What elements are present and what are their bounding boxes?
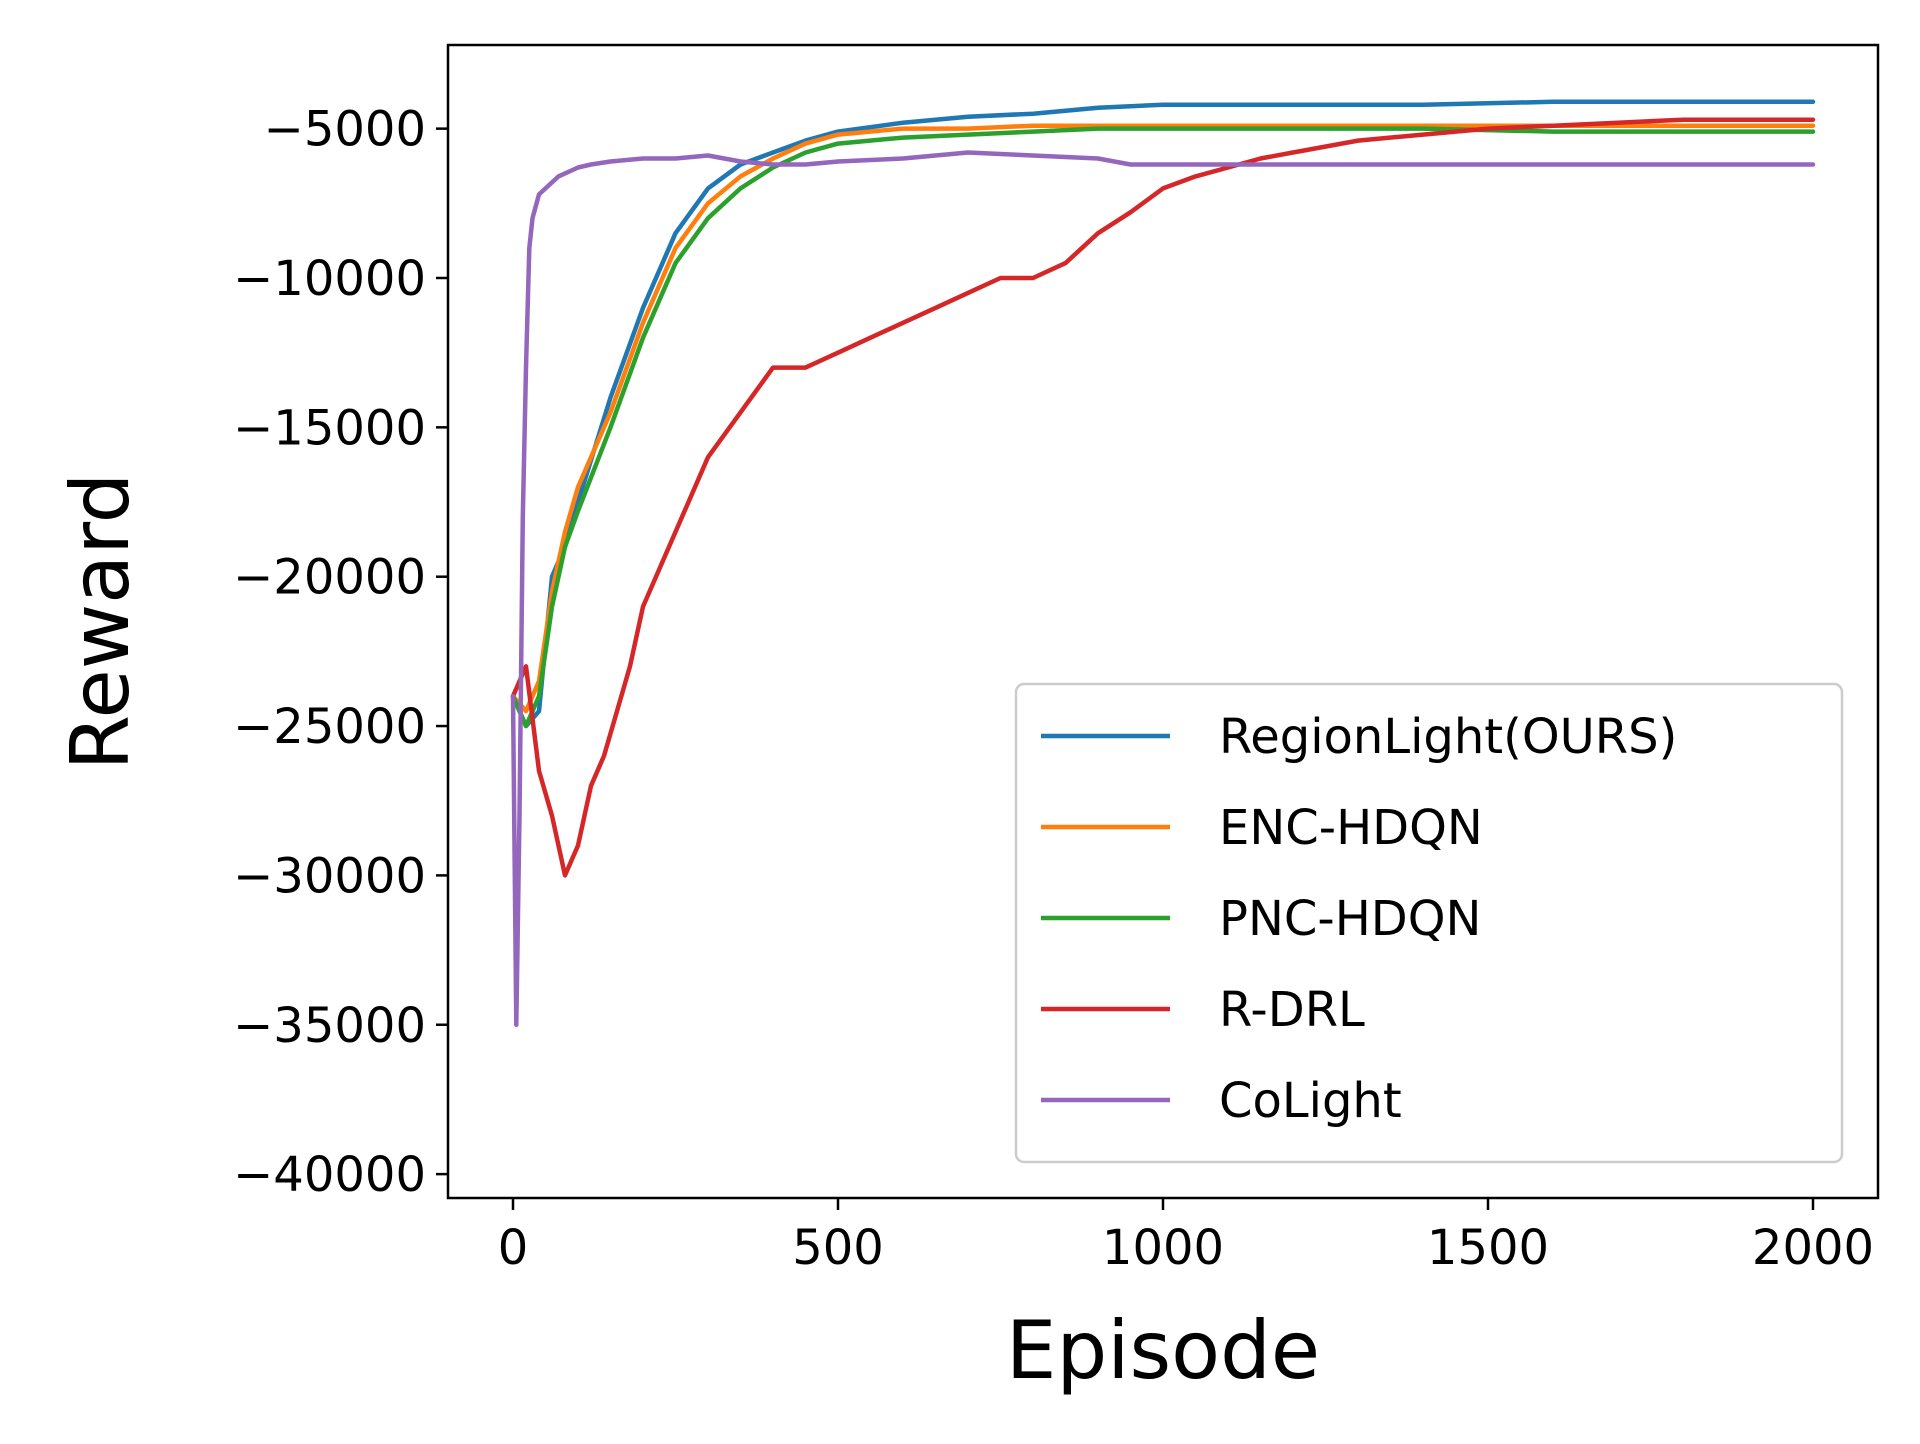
y-axis: −40000 −35000 −30000 −25000 −20000 −15000 −100… (233, 102, 448, 1203)
series-line-2 (510, 126, 1816, 729)
legend-label-0: RegionLight(OURS) (1219, 709, 1677, 765)
y-tick-label: −10000 (233, 251, 426, 307)
x-axis-label: Episode (1006, 1304, 1320, 1397)
y-tick-label: −25000 (233, 699, 426, 755)
y-tick-label: −5000 (264, 102, 426, 158)
y-tick-label: −40000 (233, 1147, 426, 1203)
y-tick-label: −20000 (233, 550, 426, 606)
y-tick-label: −30000 (233, 848, 426, 904)
x-axis: 0 500 1000 1500 2000 (498, 1198, 1874, 1276)
x-tick-label: 1500 (1427, 1220, 1549, 1276)
y-tick-label: −35000 (233, 998, 426, 1054)
legend-label-3: R-DRL (1219, 982, 1365, 1038)
x-tick-label: 0 (498, 1220, 529, 1276)
y-tick-label: −15000 (233, 400, 426, 456)
legend-label-4: CoLight (1219, 1073, 1402, 1129)
y-axis-label: Reward (54, 473, 147, 771)
series-layer (510, 99, 1816, 1028)
x-tick-label: 1000 (1102, 1220, 1224, 1276)
x-tick-label: 500 (792, 1220, 884, 1276)
legend-label-1: ENC-HDQN (1219, 800, 1483, 856)
series-line-1 (510, 123, 1816, 714)
legend-label-2: PNC-HDQN (1219, 891, 1481, 947)
legend: RegionLight(OURS) ENC-HDQN PNC-HDQN R-DRL Co… (1014, 682, 1844, 1164)
x-tick-label: 2000 (1752, 1220, 1874, 1276)
series-line-3 (510, 117, 1816, 878)
legend-frame (1014, 682, 1844, 1164)
series-line-4 (510, 150, 1816, 1028)
